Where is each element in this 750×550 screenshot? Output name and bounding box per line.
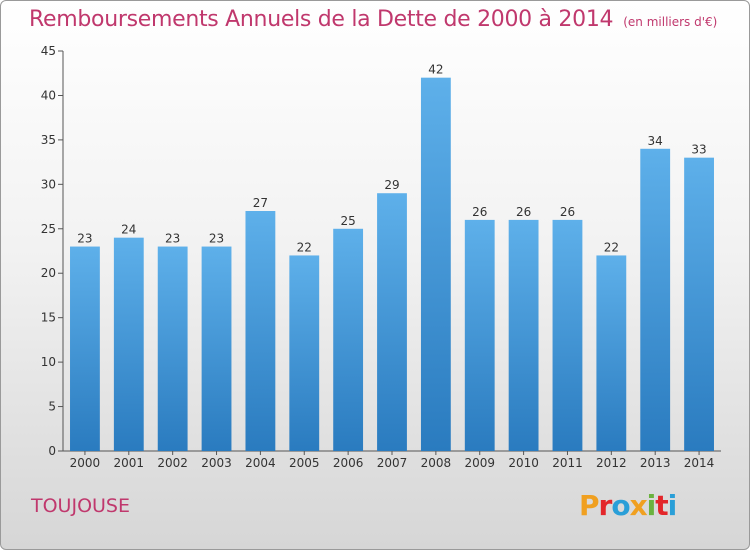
bar-2013 [640,148,671,451]
logo-letter: t [655,489,668,522]
bar-2012 [596,255,627,451]
x-tick-label: 2013 [640,456,671,470]
x-tick-label: 2011 [552,456,583,470]
logo-letter: P [579,489,600,522]
bar-value-label: 22 [604,240,619,254]
bar-value-label: 26 [516,205,531,219]
bar-2003 [201,246,232,451]
y-tick-label: 5 [48,400,56,414]
y-tick-label: 15 [41,311,56,325]
x-tick-label: 2009 [464,456,495,470]
x-tick-label: 2008 [421,456,452,470]
bar-2006 [333,228,364,451]
x-tick-label: 2010 [508,456,539,470]
bar-value-label: 24 [121,223,136,237]
y-tick-label: 10 [41,355,56,369]
bar-2011 [552,219,583,451]
bar-value-label: 29 [384,178,399,192]
bar-value-label: 23 [209,232,224,246]
y-tick-label: 35 [41,133,56,147]
bar-value-label: 33 [691,143,706,157]
bar-2007 [377,193,407,451]
logo-letter: i [646,489,657,522]
x-tick-label: 2004 [245,456,276,470]
y-tick-label: 30 [41,177,56,191]
bar-value-label: 23 [165,232,180,246]
x-tick-label: 2006 [333,456,364,470]
bar-2008 [420,77,451,452]
x-tick-label: 2001 [114,456,145,470]
bar-value-label: 26 [560,205,575,219]
bar-2009 [464,219,495,451]
x-tick-label: 2002 [157,456,188,470]
chart-unit: (en milliers d'€) [623,15,718,29]
y-tick-label: 25 [41,222,56,236]
bar-2004 [245,211,276,451]
proxiti-logo: Proxiti [579,489,678,522]
x-tick-label: 2012 [596,456,627,470]
bar-2005 [289,255,320,451]
location-name: TOUJOUSE [31,495,130,517]
bar-value-label: 23 [77,232,92,246]
bar-2001 [113,237,144,451]
bar-value-label: 42 [428,63,443,77]
logo-letter: x [629,489,648,522]
bar-value-label: 25 [340,214,355,228]
y-tick-label: 45 [41,44,56,58]
y-tick-label: 40 [41,88,56,102]
bar-value-label: 22 [297,240,312,254]
x-tick-label: 2014 [684,456,715,470]
bar-value-label: 27 [253,196,268,210]
x-tick-label: 2000 [70,456,101,470]
bar-value-label: 34 [648,134,663,148]
bar-2000 [70,246,100,451]
x-tick-label: 2005 [289,456,320,470]
chart-title: Remboursements Annuels de la Dette de 20… [29,7,718,32]
bar-2010 [508,219,539,451]
x-tick-label: 2007 [377,456,408,470]
x-tick-label: 2003 [201,456,232,470]
logo-letter: r [598,489,613,522]
logo-letter: i [667,489,678,522]
bar-value-label: 26 [472,205,487,219]
bar-2002 [157,246,188,451]
y-tick-label: 20 [41,266,56,280]
bar-2014 [684,157,714,451]
logo-letter: o [611,489,630,522]
y-tick-label: 0 [48,444,56,458]
